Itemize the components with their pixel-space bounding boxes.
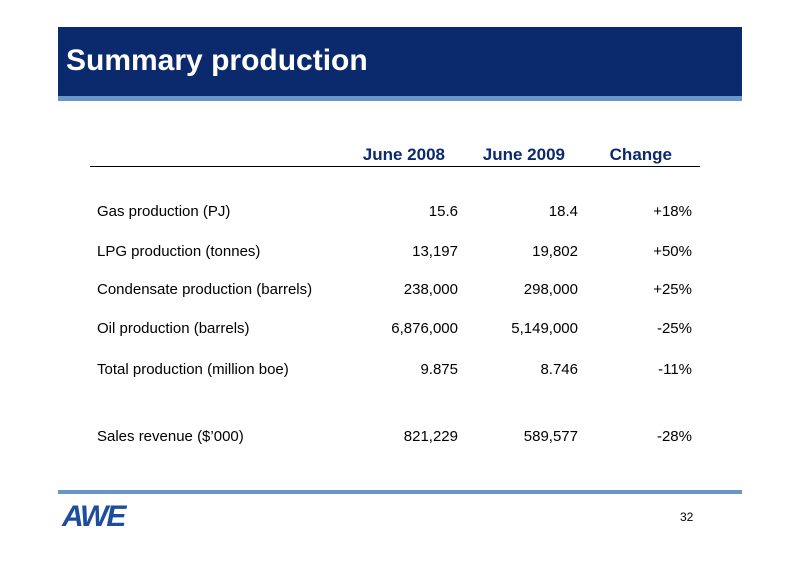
value-cell: +18% [653,203,692,220]
row-label: Total production (million boe) [97,361,289,378]
row-label: Condensate production (barrels) [97,281,313,298]
footer-rule [58,490,742,494]
value-cell: 589,577 [523,428,578,445]
header-rule [90,166,700,167]
value-cell: 5,149,000 [511,320,578,337]
value-cell: 821,229 [403,428,458,445]
title-rule [58,96,742,101]
column-header: June 2009 [482,145,565,164]
value-cell: +25% [653,281,692,298]
value-cell: -25% [656,320,692,337]
column-header: Change [609,145,672,164]
value-cell: 6,876,000 [391,320,458,337]
value-cell: 15.6 [428,203,458,220]
value-cell: 13,197 [412,243,458,260]
value-cell: +50% [653,243,692,260]
value-cell: -11% [658,361,692,378]
value-cell: 18.4 [548,203,578,220]
title-bar [58,27,742,96]
row-label: Oil production (barrels) [97,320,250,337]
page-number: 32 [680,510,694,524]
value-cell: 298,000 [523,281,578,298]
value-cell: 19,802 [532,243,578,260]
row-label: Sales revenue ($’000) [97,428,244,445]
logo: AWE [62,500,126,533]
value-cell: -28% [656,428,692,445]
value-cell: 9.875 [420,361,458,378]
value-cell: 238,000 [403,281,458,298]
row-label: LPG production (tonnes) [97,243,261,260]
row-label: Gas production (PJ) [97,203,231,220]
value-cell: 8.746 [540,361,578,378]
title: Summary production [66,44,368,77]
column-header: June 2008 [362,145,445,164]
